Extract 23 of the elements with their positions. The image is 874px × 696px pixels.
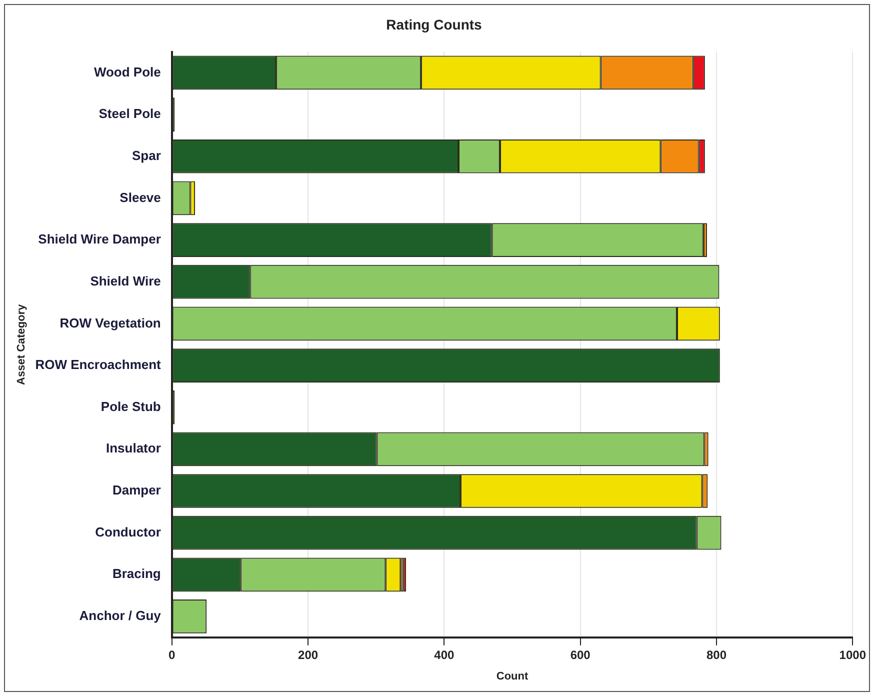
x-tick-label: 0: [168, 648, 176, 662]
y-tick-label: ROW Encroachment: [35, 357, 162, 372]
y-tick-label: ROW Vegetation: [60, 315, 161, 330]
y-tick-label: Spar: [132, 148, 161, 163]
y-axis-title: Asset Category: [16, 303, 28, 385]
x-tick-label: 400: [434, 648, 455, 662]
chart-title: Rating Counts: [386, 16, 482, 32]
x-axis-title: Count: [496, 670, 528, 682]
x-tick-label: 200: [298, 648, 318, 662]
y-tick-label: Pole Stub: [100, 398, 161, 414]
y-tick-label: Shield Wire Damper: [38, 232, 161, 247]
y-tick-label: Conductor: [95, 524, 161, 540]
y-tick-label: Damper: [112, 482, 161, 498]
x-tick-label: 800: [706, 648, 727, 662]
y-tick-label: Sleeve: [120, 190, 161, 205]
y-tick-label: Wood Pole: [94, 64, 161, 80]
y-tick-label: Anchor / Guy: [79, 608, 162, 624]
x-tick-label: 600: [570, 648, 591, 662]
y-tick-label: Bracing: [112, 566, 161, 582]
x-tick-label: 1000: [839, 648, 866, 662]
y-tick-label: Steel Pole: [98, 106, 161, 122]
y-tick-label: Shield Wire: [90, 273, 161, 288]
y-tick-label: Insulator: [106, 440, 161, 456]
